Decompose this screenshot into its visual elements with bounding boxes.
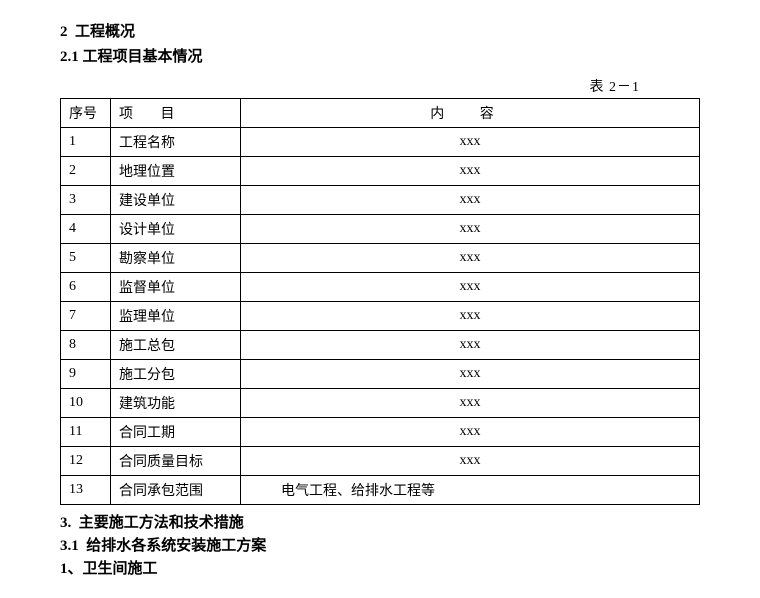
section-3-title: 主要施工方法和技术措施 <box>79 515 244 531</box>
table-label: 表 2－1 <box>60 76 700 96</box>
cell-item: 合同质量目标 <box>111 447 241 476</box>
table-row: 2地理位置xxx <box>61 157 700 186</box>
cell-content: 电气工程、给排水工程等 <box>241 476 700 505</box>
cell-content: xxx <box>241 360 700 389</box>
cell-content: xxx <box>241 331 700 360</box>
cell-content: xxx <box>241 273 700 302</box>
cell-seq: 2 <box>61 157 111 186</box>
table-row: 9施工分包xxx <box>61 360 700 389</box>
section-2-1-title: 工程项目基本情况 <box>83 49 203 65</box>
header-seq: 序号 <box>61 99 111 128</box>
cell-item: 建筑功能 <box>111 389 241 418</box>
section-2-1-number: 2.1 <box>60 49 79 65</box>
cell-content: xxx <box>241 244 700 273</box>
cell-seq: 10 <box>61 389 111 418</box>
table-row: 5勘察单位xxx <box>61 244 700 273</box>
cell-content: xxx <box>241 418 700 447</box>
cell-content: xxx <box>241 302 700 331</box>
header-item: 项 目 <box>111 99 241 128</box>
table-row: 8施工总包xxx <box>61 331 700 360</box>
section-3-1-title: 给排水各系统安装施工方案 <box>86 538 266 554</box>
cell-seq: 1 <box>61 128 111 157</box>
cell-content: xxx <box>241 128 700 157</box>
section-2-number: 2 <box>60 24 68 40</box>
table-row: 13合同承包范围电气工程、给排水工程等 <box>61 476 700 505</box>
table-row: 7监理单位xxx <box>61 302 700 331</box>
cell-seq: 12 <box>61 447 111 476</box>
cell-item: 地理位置 <box>111 157 241 186</box>
cell-content: xxx <box>241 157 700 186</box>
cell-seq: 9 <box>61 360 111 389</box>
table-row: 3建设单位xxx <box>61 186 700 215</box>
item-1: 1、卫生间施工 <box>60 557 700 578</box>
table-row: 6监督单位xxx <box>61 273 700 302</box>
table-header-row: 序号 项 目 内 容 <box>61 99 700 128</box>
cell-item: 施工总包 <box>111 331 241 360</box>
section-2-title: 工程概况 <box>75 24 135 40</box>
cell-item: 合同工期 <box>111 418 241 447</box>
header-content: 内 容 <box>241 99 700 128</box>
cell-item: 合同承包范围 <box>111 476 241 505</box>
table-row: 4设计单位xxx <box>61 215 700 244</box>
cell-content: xxx <box>241 215 700 244</box>
cell-seq: 3 <box>61 186 111 215</box>
cell-seq: 11 <box>61 418 111 447</box>
cell-item: 监督单位 <box>111 273 241 302</box>
section-3-1-number: 3.1 <box>60 538 79 554</box>
cell-seq: 5 <box>61 244 111 273</box>
project-info-table: 序号 项 目 内 容 1工程名称xxx2地理位置xxx3建设单位xxx4设计单位… <box>60 98 700 505</box>
cell-content: xxx <box>241 389 700 418</box>
table-row: 11合同工期xxx <box>61 418 700 447</box>
cell-item: 建设单位 <box>111 186 241 215</box>
cell-content: xxx <box>241 447 700 476</box>
cell-item: 工程名称 <box>111 128 241 157</box>
cell-seq: 8 <box>61 331 111 360</box>
cell-item: 设计单位 <box>111 215 241 244</box>
cell-seq: 7 <box>61 302 111 331</box>
cell-item: 施工分包 <box>111 360 241 389</box>
cell-item: 勘察单位 <box>111 244 241 273</box>
cell-seq: 13 <box>61 476 111 505</box>
section-3-number: 3. <box>60 515 71 531</box>
section-3-heading: 3. 主要施工方法和技术措施 <box>60 511 700 532</box>
section-2-1-heading: 2.1 工程项目基本情况 <box>60 45 700 66</box>
table-row: 1工程名称xxx <box>61 128 700 157</box>
section-3-1-heading: 3.1 给排水各系统安装施工方案 <box>60 534 700 555</box>
cell-item: 监理单位 <box>111 302 241 331</box>
table-row: 12合同质量目标xxx <box>61 447 700 476</box>
cell-seq: 4 <box>61 215 111 244</box>
section-2-heading: 2 工程概况 <box>60 20 700 41</box>
cell-content: xxx <box>241 186 700 215</box>
cell-seq: 6 <box>61 273 111 302</box>
table-row: 10建筑功能xxx <box>61 389 700 418</box>
